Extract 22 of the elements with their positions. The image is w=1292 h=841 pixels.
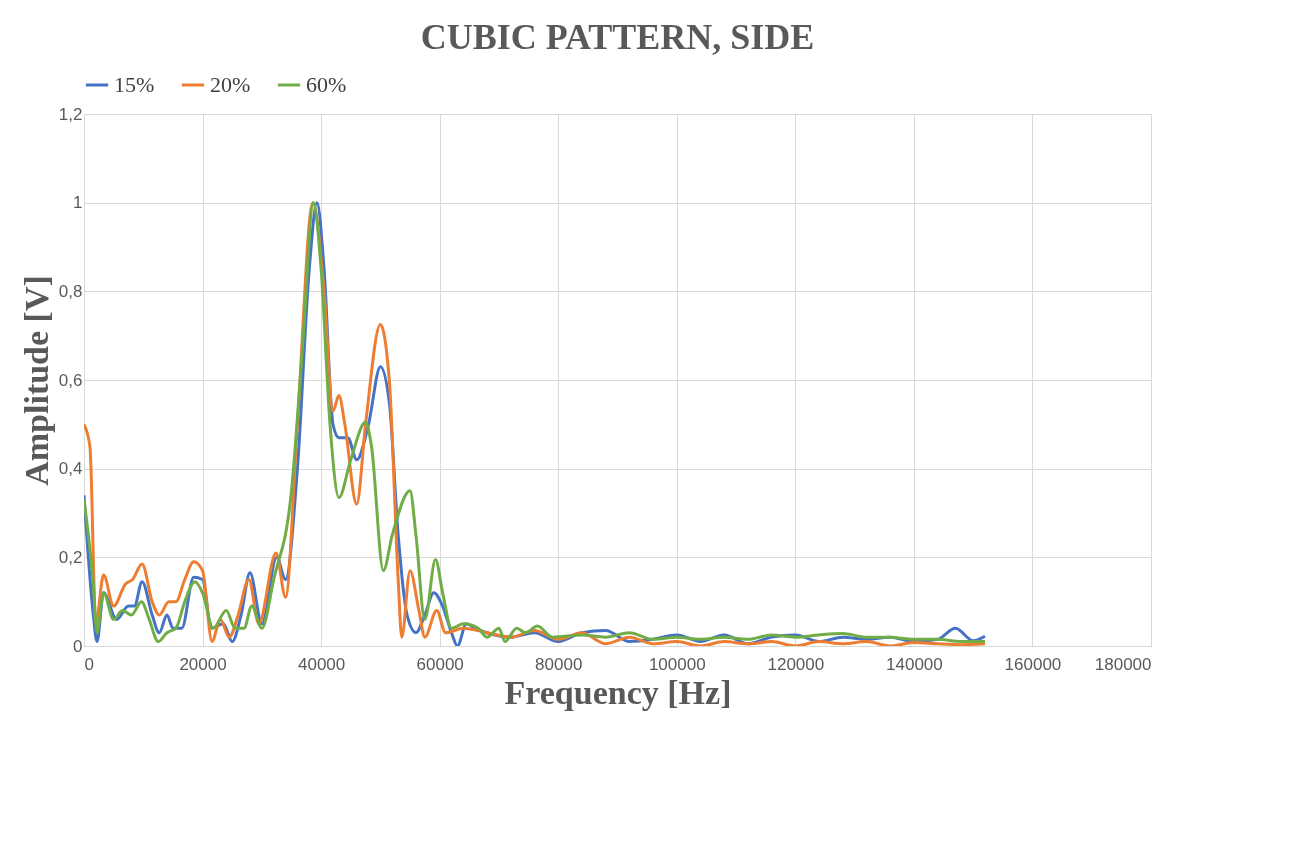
x-tick-label: 160000 — [1004, 654, 1062, 674]
x-tick-label: 20000 — [179, 654, 227, 674]
legend-label: 20% — [210, 72, 251, 97]
y-tick-label: 0,4 — [58, 459, 83, 479]
x-tick-label: 80000 — [535, 654, 583, 674]
chart-title: CUBIC PATTERN, SIDE — [420, 17, 815, 57]
x-tick-label: 40000 — [297, 654, 346, 674]
x-tick-label: 120000 — [767, 654, 825, 674]
x-tick-label: 180000 — [1094, 654, 1152, 674]
y-tick-label: 0,8 — [58, 281, 83, 301]
x-tick-label: 140000 — [886, 654, 943, 674]
y-tick-label: 0,2 — [58, 547, 83, 567]
x-axis-title: Frequency [Hz] — [504, 673, 732, 711]
y-tick-label: 1,2 — [58, 104, 83, 124]
x-tick-label: 100000 — [648, 654, 706, 674]
y-tick-label: 0 — [73, 636, 83, 656]
x-tick-label: 60000 — [416, 654, 464, 674]
legend-label: 15% — [114, 72, 155, 97]
y-tick-label: 0,6 — [58, 370, 83, 390]
y-axis-title: Amplitude [V] — [17, 275, 55, 486]
legend-label: 60% — [306, 72, 347, 97]
y-tick-label: 1 — [73, 193, 83, 213]
